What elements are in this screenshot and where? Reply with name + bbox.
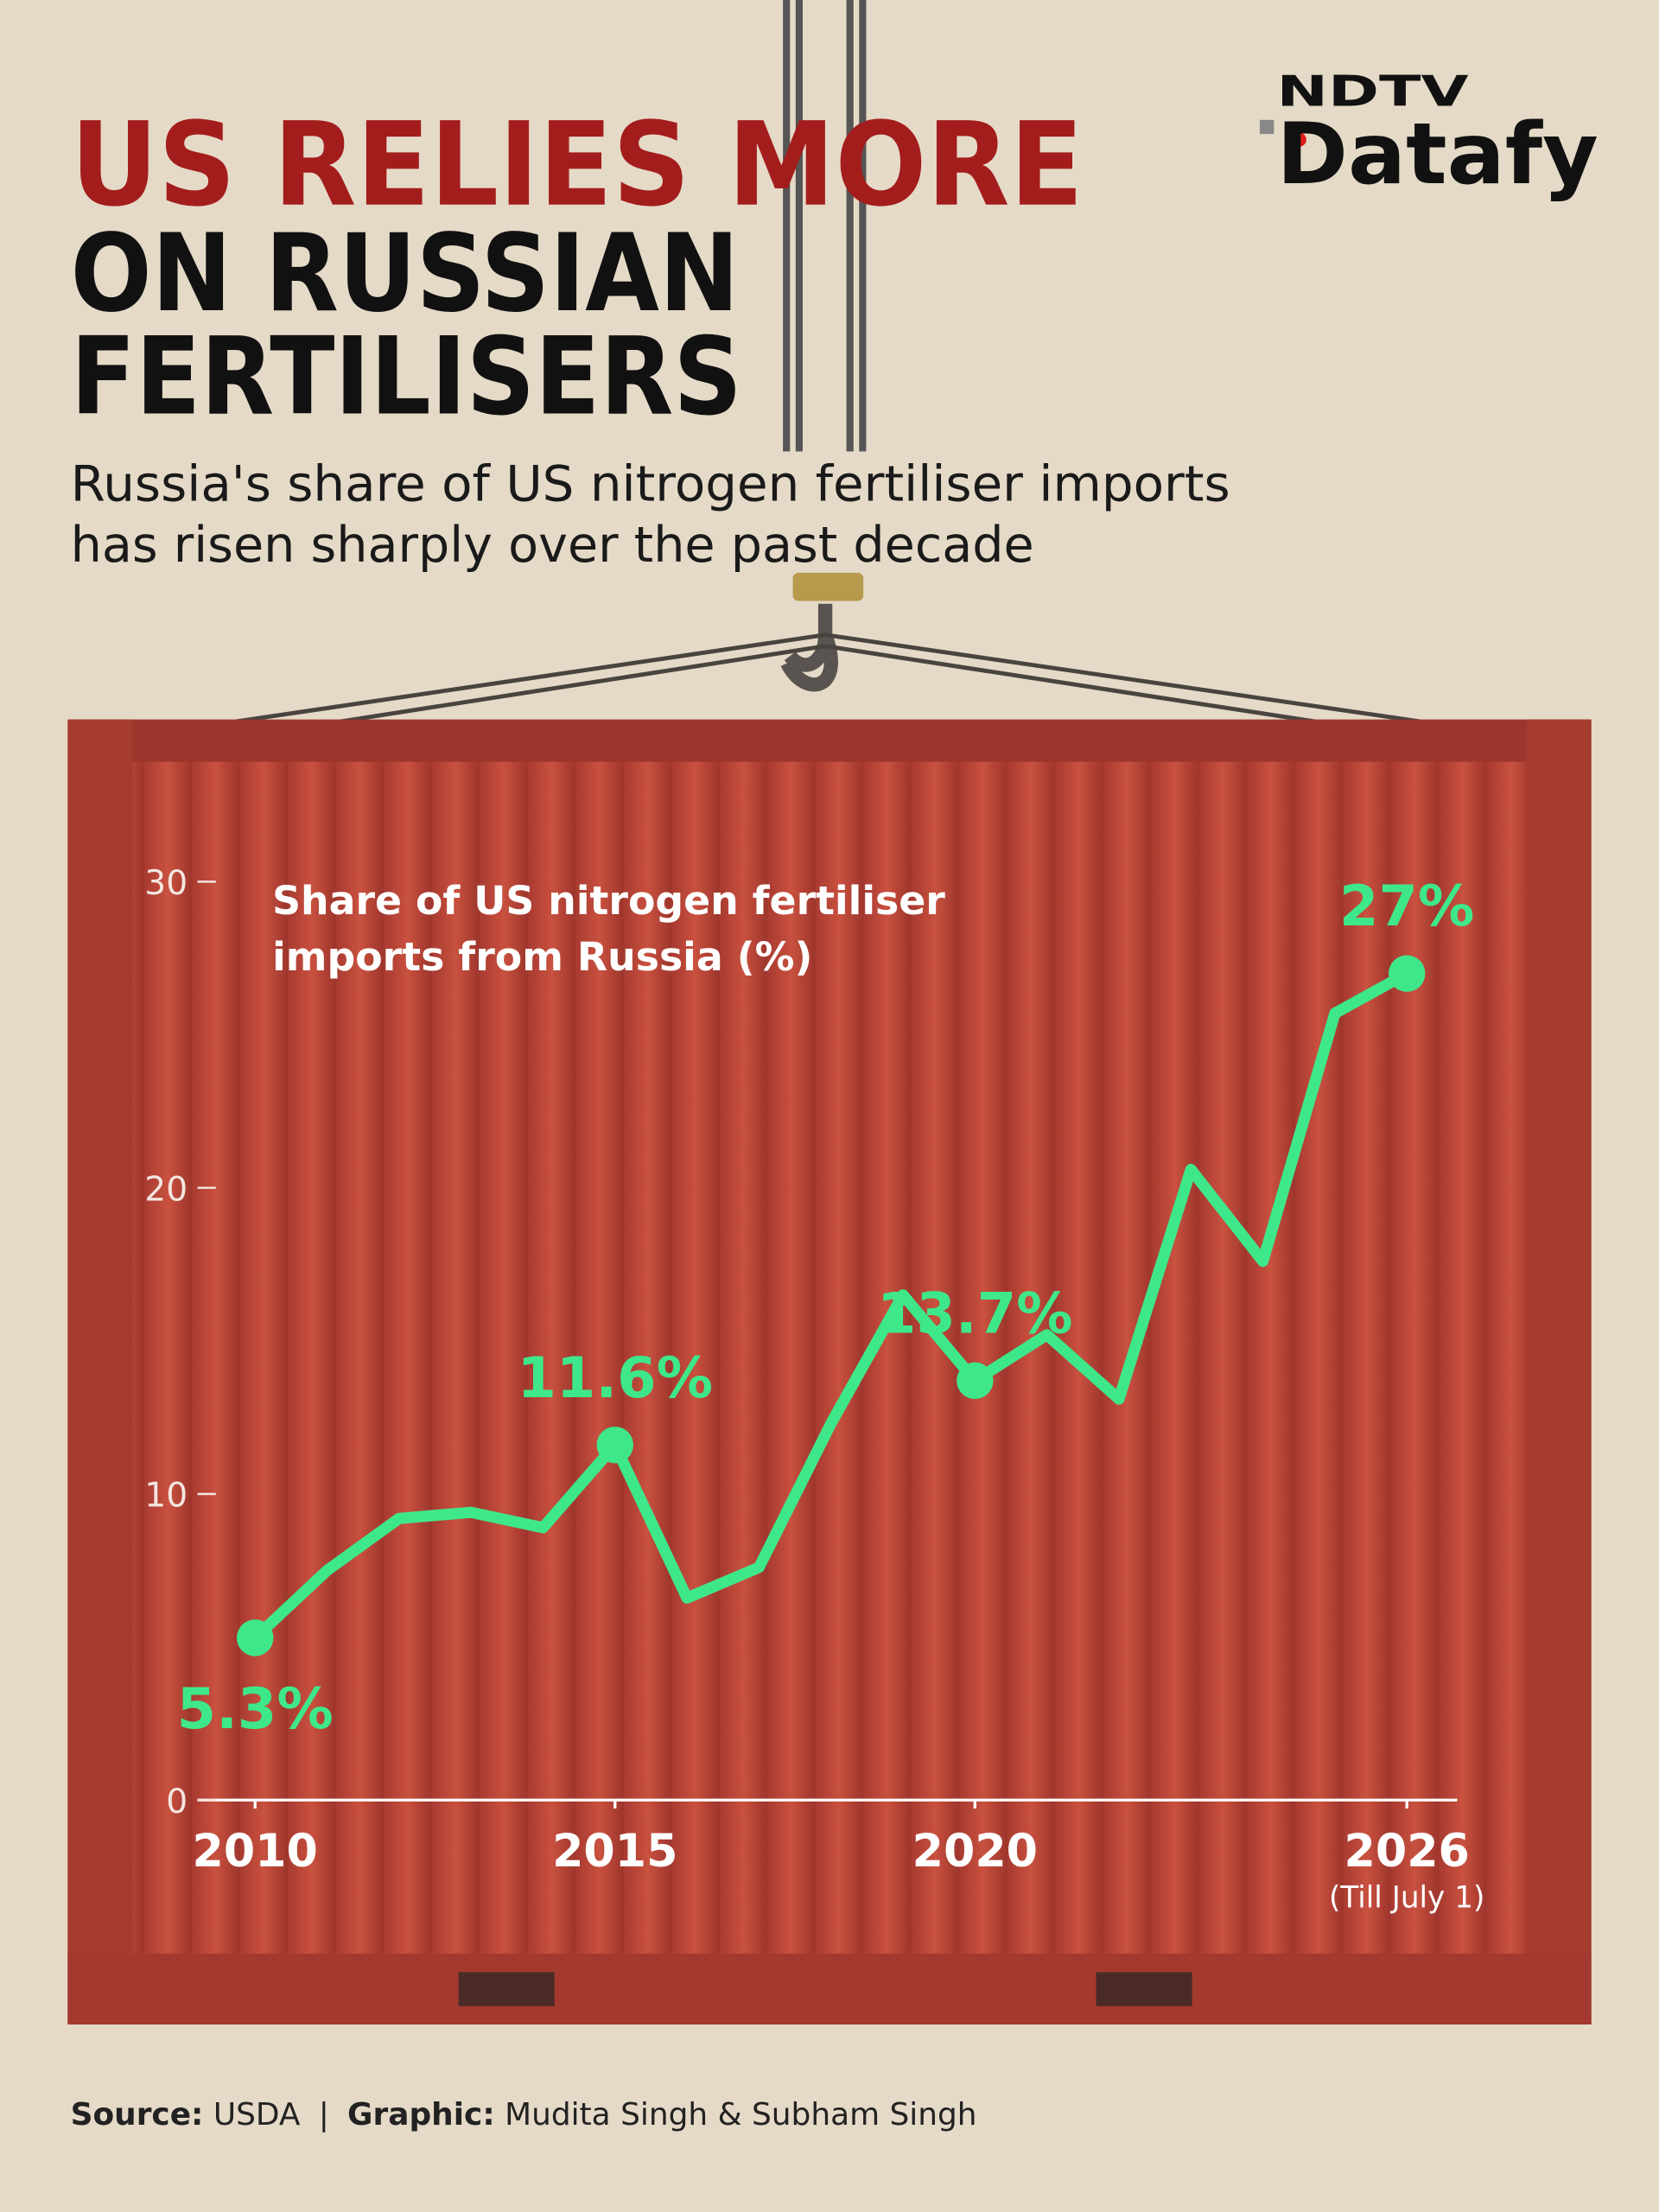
footer: Source: USDA | Graphic: Mudita Singh & S… [71,2097,977,2133]
y-tick-label: 0 [166,1783,188,1821]
subtitle-line: Russia's share of US nitrogen fertiliser… [71,456,1230,513]
logo-text: Datafy [1277,105,1599,204]
container [67,719,1592,2024]
x-note: (Till July 1) [1329,1880,1484,1915]
logo-mark [1292,132,1306,147]
title-line: ON RUSSIAN [71,212,740,336]
x-tick-label: 2026 [1344,1826,1470,1878]
graphic-text: Mudita Singh & Subham Singh [505,2097,976,2133]
y-tick-label: 10 [144,1477,188,1516]
y-axis-label: imports from Russia (%) [272,934,812,980]
title-line: FERTILISERS [71,315,742,439]
y-tick-label: 30 [144,864,188,903]
subtitle-line: has risen sharply over the past decade [71,517,1034,574]
title-line: US RELIES MORE [71,98,1084,232]
y-tick-label: 20 [144,1170,188,1209]
x-tick-label: 2020 [912,1826,1038,1878]
value-label: 13.7% [877,1281,1073,1346]
logo-text: NDTV [1277,67,1469,116]
logo-mark [1259,119,1274,135]
marker [1388,955,1426,992]
value-label: 11.6% [518,1345,714,1411]
marker [236,1619,274,1656]
crane [105,0,1553,757]
x-tick-label: 2015 [552,1826,677,1878]
value-label: 27% [1339,874,1474,939]
x-tick-label: 2010 [193,1826,318,1878]
value-label: 5.3% [177,1676,334,1742]
source-label: Source: [71,2097,204,2133]
marker [596,1427,634,1464]
graphic-label: Graphic: [347,2097,495,2133]
marker [957,1362,994,1400]
series-line [249,968,1413,1644]
source-text: USDA [213,2097,301,2133]
y-axis-label: Share of US nitrogen fertiliser [272,878,945,924]
